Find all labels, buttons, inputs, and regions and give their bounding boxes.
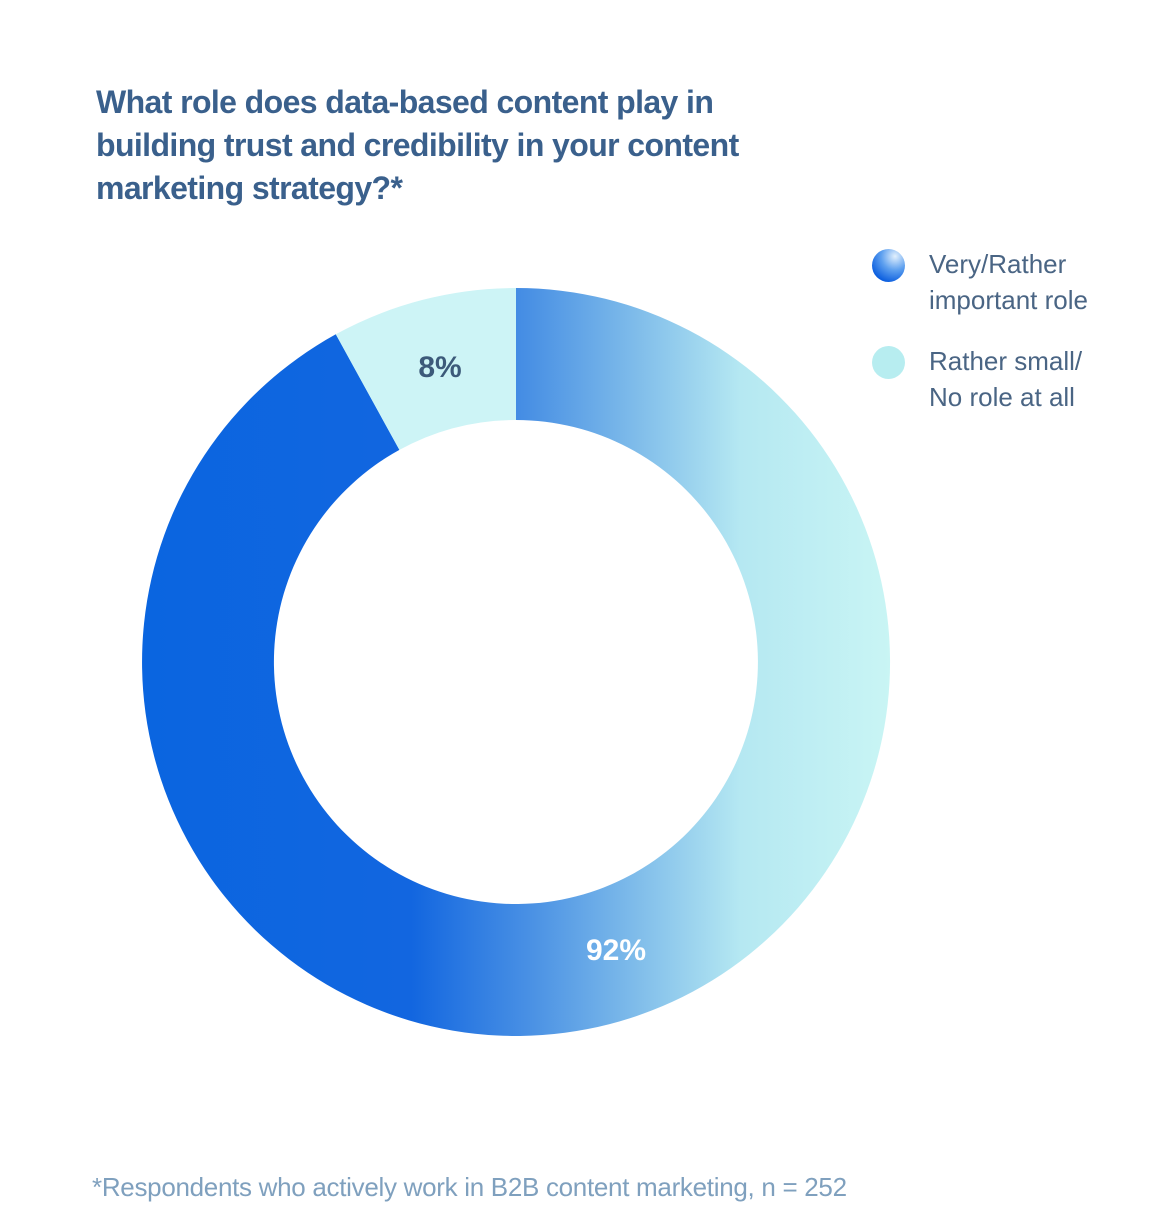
legend-swatch-blue-icon bbox=[872, 249, 905, 282]
legend-item-small-role: Rather small/ No role at all bbox=[872, 343, 1162, 415]
chart-title: What role does data-based content play i… bbox=[96, 81, 739, 210]
footnote: *Respondents who actively work in B2B co… bbox=[92, 1172, 847, 1202]
donut-segment-small-role bbox=[335, 288, 516, 450]
donut-segment-very-important bbox=[142, 288, 891, 1036]
data-label-very-important: 92% bbox=[585, 934, 647, 967]
chart-title-line-2: building trust and credibility in your c… bbox=[96, 127, 739, 164]
legend-label-very-important: Very/Rather important role bbox=[929, 249, 1088, 315]
legend: Very/Rather important role Rather small/… bbox=[872, 246, 1162, 440]
legend-swatch-cyan-icon bbox=[872, 346, 905, 379]
legend-item-very-important: Very/Rather important role bbox=[872, 246, 1162, 318]
data-label-small-role: 8% bbox=[418, 351, 462, 384]
chart-title-line-3: marketing strategy?* bbox=[96, 170, 403, 207]
legend-label-small-role: Rather small/ No role at all bbox=[929, 346, 1083, 412]
chart-title-line-1: What role does data-based content play i… bbox=[96, 84, 714, 121]
